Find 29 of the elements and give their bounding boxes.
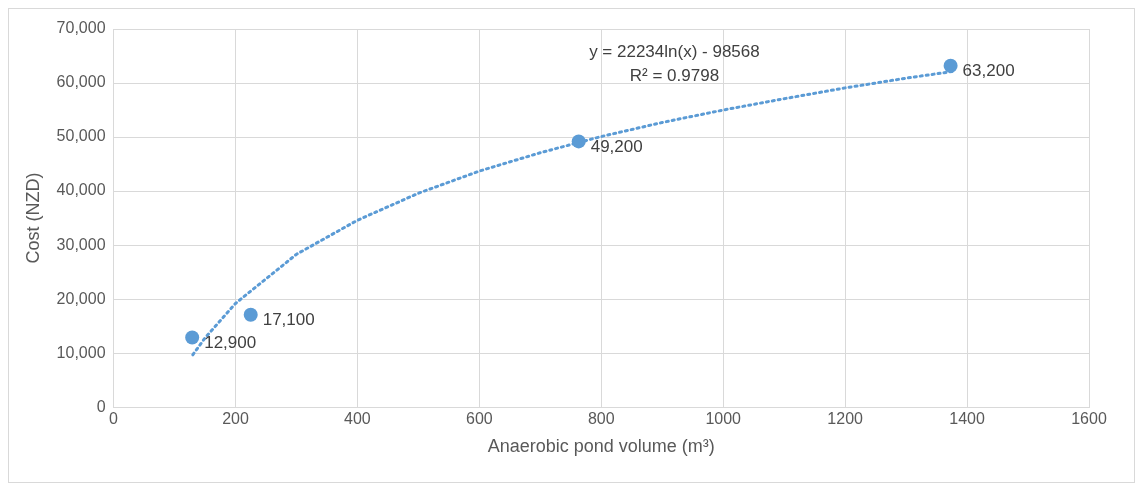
y-tick-label: 10,000 [56, 343, 106, 361]
x-tick-label: 1000 [705, 410, 742, 428]
y-tick-label: 20,000 [56, 289, 106, 307]
y-tick-label: 30,000 [56, 235, 106, 253]
y-tick-label: 40,000 [56, 181, 106, 199]
x-tick-label: 200 [222, 410, 249, 428]
y-tick-label: 0 [96, 397, 106, 415]
data-label: 49,200 [590, 137, 643, 157]
x-tick-label: 1600 [1071, 410, 1107, 428]
y-tick-label: 50,000 [56, 127, 106, 145]
x-tick-label: 600 [465, 410, 493, 428]
y-tick-label: 60,000 [56, 73, 106, 91]
data-label: 12,900 [204, 333, 257, 353]
y-tick-label: 70,000 [56, 19, 106, 37]
data-label: 63,200 [962, 61, 1015, 81]
x-tick-label: 0 [109, 410, 119, 428]
point [243, 307, 258, 322]
annotation: y = 22234ln(x) - 98568 [589, 41, 760, 61]
y-axis-title: Cost (NZD) [22, 172, 43, 264]
point [571, 134, 586, 149]
data-label: 17,100 [262, 310, 315, 330]
x-tick-label: 800 [587, 410, 615, 428]
x-tick-label: 400 [344, 410, 371, 428]
point [943, 58, 958, 73]
point [185, 330, 200, 345]
x-tick-label: 1400 [949, 410, 985, 428]
x-tick-label: 1200 [827, 410, 864, 428]
annotation: R² = 0.9798 [629, 65, 720, 85]
x-axis-title: Anaerobic pond volume (m³) [487, 436, 715, 457]
